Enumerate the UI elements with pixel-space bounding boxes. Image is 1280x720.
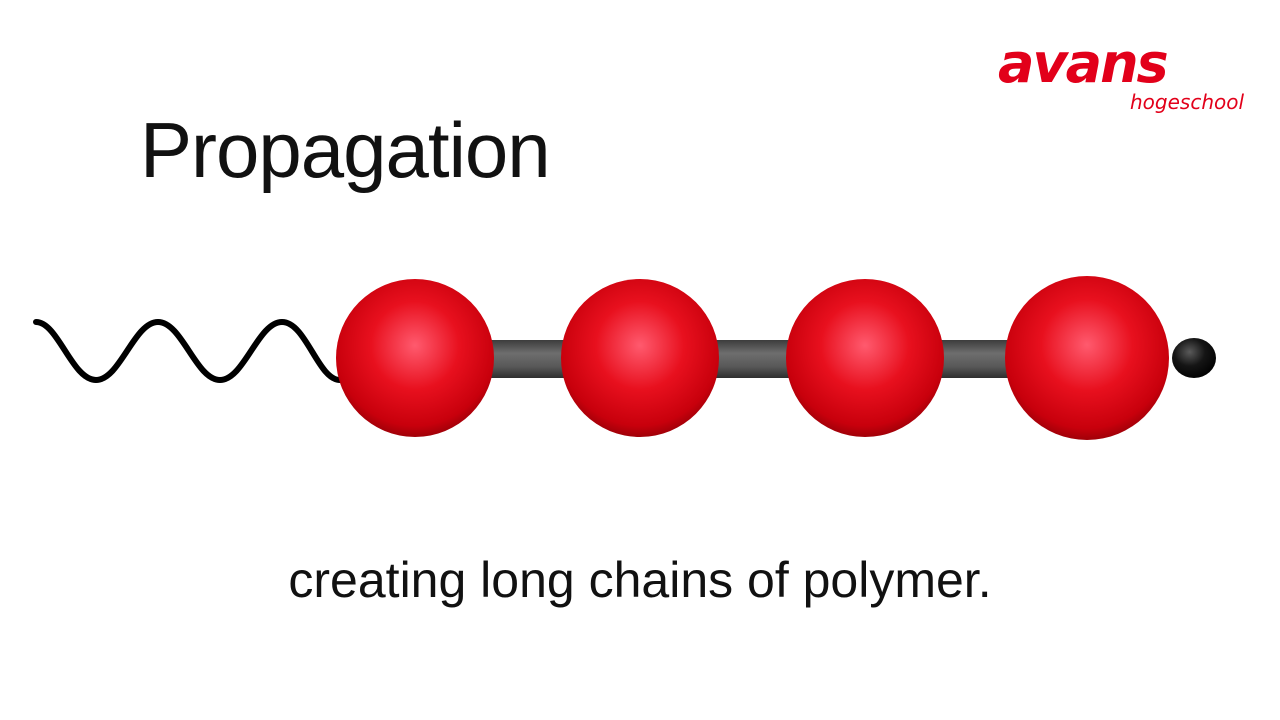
logo-subtitle: hogeschool: [1130, 90, 1245, 114]
logo-wordmark: avans: [998, 32, 1169, 95]
monomer-bead-4: [1005, 276, 1169, 440]
slide-title: Propagation: [140, 106, 551, 194]
chain-tail-wave: [33, 318, 343, 384]
monomer-bead-2: [561, 279, 719, 437]
avans-hogeschool-logo: avans hogeschool: [990, 34, 1250, 124]
chain-end-group: [1172, 338, 1216, 378]
monomer-bead-3: [786, 279, 944, 437]
monomer-bead-1: [336, 279, 494, 437]
slide-caption: creating long chains of polymer.: [288, 552, 992, 608]
